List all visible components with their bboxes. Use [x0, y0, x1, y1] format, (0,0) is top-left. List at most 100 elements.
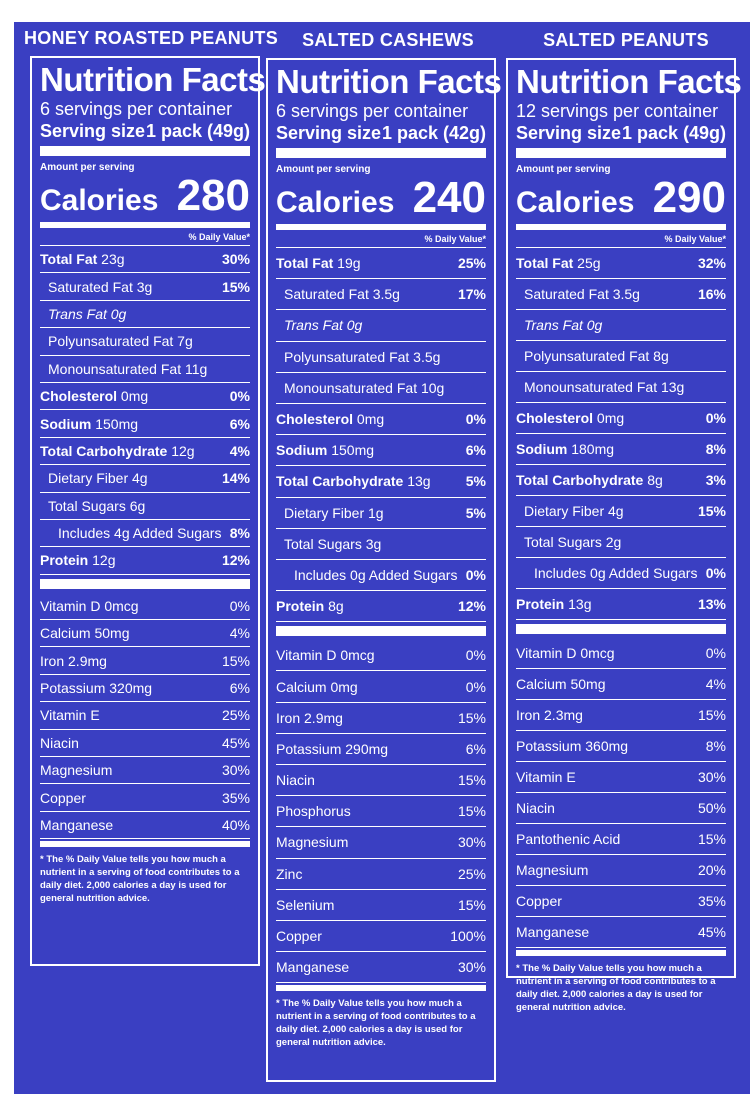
vitamin-daily-value: 45% [697, 924, 726, 940]
divider-thick [516, 624, 726, 634]
daily-value-footnote: * The % Daily Value tells you how much a… [516, 963, 716, 1013]
servings-per-container: 6 servings per container [40, 99, 233, 119]
vitamin-row: Iron 2.3mg 15% [516, 700, 726, 731]
divider-medium [516, 950, 726, 956]
vitamin-daily-value: 15% [457, 709, 486, 726]
nutrient-name: Dietary Fiber 1g [284, 504, 384, 521]
vitamin-row: Magnesium 20% [516, 855, 726, 886]
nutrient-label: Polyunsaturated Fat 3.5g [276, 349, 440, 365]
nutrient-row: Monounsaturated Fat 10g [276, 373, 486, 404]
nutrient-daily-value: 17% [457, 286, 486, 303]
vitamin-name: Vitamin D 0mcg [40, 597, 139, 614]
nutrient-daily-value: 15% [221, 278, 250, 295]
vitamin-daily-value: 25% [221, 707, 250, 724]
amount-per-serving: Amount per serving [40, 162, 135, 173]
vitamin-name: Calcium 0mg [276, 678, 358, 695]
nutrient-row: Total Carbohydrate 13g 5% [276, 466, 486, 498]
serving-size-row: Serving size 1 pack (49g) [40, 120, 250, 142]
daily-value-header: % Daily Value* [516, 232, 726, 248]
vitamin-name: Copper [276, 928, 322, 945]
divider-medium [516, 224, 726, 230]
divider-thick [40, 146, 250, 156]
nutrient-name: Saturated Fat 3.5g [284, 286, 400, 303]
nutrient-row: Total Sugars 3g [276, 529, 486, 560]
vitamin-daily-value: 15% [697, 707, 726, 723]
nutrient-row: Polyunsaturated Fat 8g [516, 341, 726, 372]
nutrient-name: Monounsaturated Fat 13g [524, 379, 685, 395]
nutrient-label: Total Fat 25g [516, 255, 601, 271]
vitamin-row: Selenium 15% [276, 890, 486, 921]
vitamin-daily-value: 0% [465, 678, 486, 695]
vitamin-row: Iron 2.9mg 15% [40, 647, 250, 675]
vitamin-daily-value: 6% [229, 680, 250, 697]
serving-size-value: 1 pack (49g) [621, 123, 726, 143]
nutrient-amount: 23g [97, 251, 125, 268]
nutrient-daily-value: 8% [705, 441, 726, 457]
nutrient-name: Total Fat [40, 251, 98, 268]
nutrient-amount: 13g [564, 596, 592, 612]
nutrient-row: Total Sugars 2g [516, 527, 726, 558]
nutrient-daily-value: 0% [705, 410, 726, 426]
calories-row: Calories 240 [276, 176, 486, 220]
nutrient-daily-value: 14% [221, 470, 250, 487]
nutrient-daily-value: 13% [697, 596, 726, 612]
nutrient-row: Cholesterol 0mg 0% [516, 403, 726, 434]
vitamin-row: Vitamin E 25% [40, 702, 250, 730]
nutrient-name: Total Fat [516, 255, 574, 271]
vitamin-row: Zinc 25% [276, 859, 486, 890]
nutrient-name: Monounsaturated Fat 10g [284, 379, 445, 396]
nutrient-row: Dietary Fiber 4g 14% [40, 465, 250, 493]
vitamin-row: Niacin 15% [276, 765, 486, 797]
vitamin-row: Manganese 40% [40, 812, 250, 840]
nutrient-name: Total Carbohydrate [276, 473, 404, 490]
nutrient-label: Trans Fat 0g [276, 317, 362, 333]
vitamin-name: Pantothenic Acid [516, 831, 621, 847]
nutrient-daily-value: 32% [697, 255, 726, 271]
vitamin-daily-value: 15% [221, 652, 250, 669]
nutrient-row: Monounsaturated Fat 13g [516, 372, 726, 403]
divider-medium [276, 224, 486, 230]
vitamin-daily-value: 35% [697, 893, 726, 909]
nutrient-name: Trans Fat 0g [284, 317, 363, 334]
nutrient-daily-value: 0% [229, 388, 250, 405]
vitamin-row: Potassium 320mg 6% [40, 675, 250, 703]
nutrient-label: Includes 0g Added Sugars [516, 565, 697, 581]
divider-thick [40, 578, 250, 589]
calories-row: Calories 280 [40, 174, 250, 218]
nutrition-label: Nutrition Facts 12 servings per container… [506, 58, 742, 1013]
nutrient-row: Sodium 150mg 6% [40, 410, 250, 438]
daily-value-header: % Daily Value* [40, 230, 250, 246]
serving-size-label: Serving size [276, 123, 382, 143]
nutrient-row: Protein 8g 12% [276, 591, 486, 623]
nutrient-row: Monounsaturated Fat 11g [40, 356, 250, 383]
nutrient-label: Total Sugars 3g [276, 536, 381, 552]
calories-row: Calories 290 [516, 176, 726, 220]
nutrient-daily-value: 5% [465, 504, 486, 521]
vitamin-name: Magnesium [40, 762, 113, 779]
vitamin-row: Copper 35% [40, 784, 250, 812]
vitamin-name: Niacin [516, 800, 555, 816]
vitamin-daily-value: 40% [221, 817, 250, 833]
nutrient-label: Total Carbohydrate 8g [516, 472, 663, 488]
vitamin-name: Vitamin D 0mcg [516, 645, 615, 661]
vitamin-daily-value: 35% [221, 789, 250, 806]
nutrition-label: Nutrition Facts 6 servings per container S… [266, 58, 502, 1082]
vitamin-daily-value: 15% [697, 831, 726, 847]
divider-medium [40, 222, 250, 228]
nutrient-name: Total Carbohydrate [516, 472, 644, 488]
nutrient-row: Saturated Fat 3.5g 17% [276, 279, 486, 311]
nutrient-name: Dietary Fiber 4g [48, 470, 148, 487]
nutrient-label: Monounsaturated Fat 11g [40, 361, 207, 377]
nutrient-name: Trans Fat 0g [48, 305, 127, 322]
nutrient-label: Sodium 180mg [516, 441, 614, 457]
vitamin-name: Phosphorus [276, 803, 351, 820]
vitamin-daily-value: 15% [457, 772, 486, 789]
vitamin-daily-value: 4% [229, 625, 250, 642]
product-title: SALTED CASHEWS [302, 30, 474, 50]
nutrient-name: Cholesterol [40, 388, 118, 405]
nutrient-name: Sodium [276, 442, 328, 459]
vitamin-row: Manganese 45% [516, 917, 726, 948]
nutrient-label: Saturated Fat 3.5g [516, 286, 640, 302]
nutrient-daily-value: 16% [697, 286, 726, 302]
vitamin-name: Manganese [516, 924, 590, 940]
